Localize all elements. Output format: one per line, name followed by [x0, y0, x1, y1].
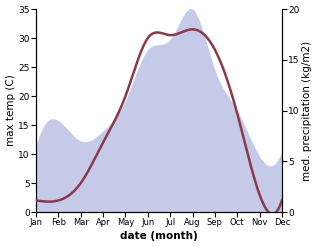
Y-axis label: max temp (C): max temp (C)	[5, 75, 16, 146]
X-axis label: date (month): date (month)	[120, 231, 198, 242]
Y-axis label: med. precipitation (kg/m2): med. precipitation (kg/m2)	[302, 41, 313, 181]
